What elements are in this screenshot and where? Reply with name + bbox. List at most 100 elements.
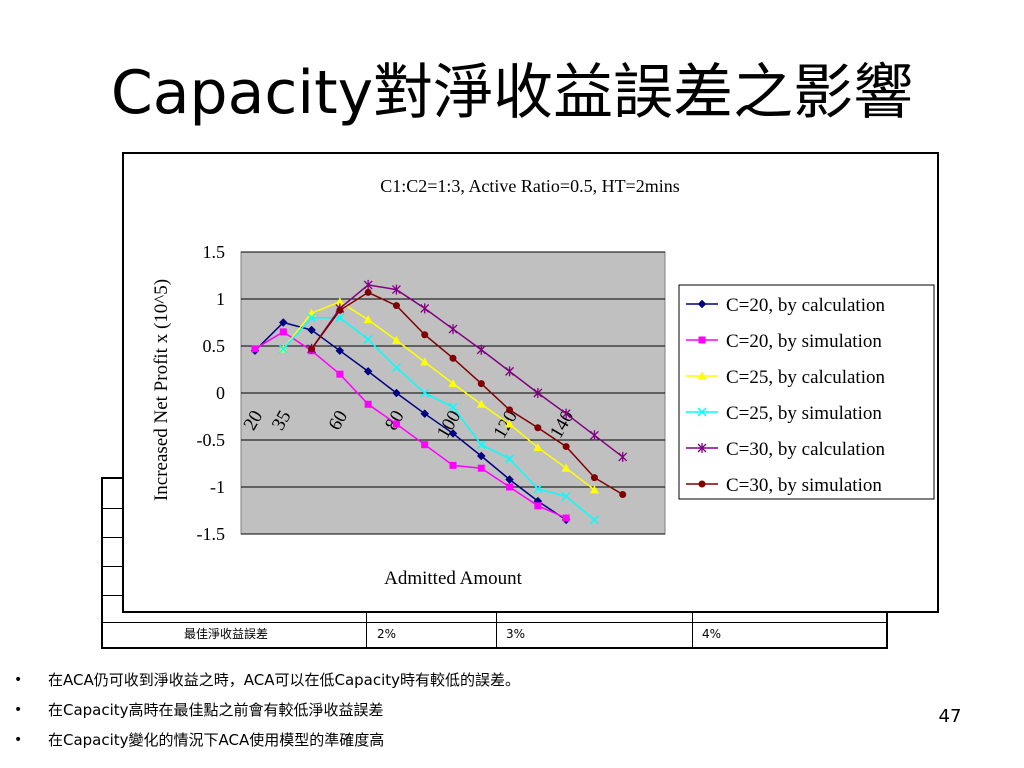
data-point [336,306,344,314]
data-point [420,357,430,366]
bullet-symbol: • [14,672,23,688]
data-point [420,388,430,398]
data-point [278,318,288,327]
legend-label: C=25, by calculation [726,367,885,388]
data-point [533,484,543,494]
data-point [477,380,485,388]
y-tick-label: 1 [216,289,225,309]
legend-label: C=30, by calculation [726,439,885,460]
data-point [363,334,373,344]
data-point [421,331,429,339]
legend-item: C=30, by simulation [686,475,882,496]
data-point [533,443,543,452]
data-point [534,424,542,432]
data-point [364,288,372,296]
data-point [449,461,457,469]
data-point [448,429,458,438]
data-point [476,451,486,461]
data-point [561,463,571,472]
data-point [561,408,571,419]
legend-label: C=20, by simulation [726,331,882,352]
data-point [589,485,599,494]
bullet-text: 在Capacity變化的情況下ACA使用模型的準確度高 [48,731,385,749]
data-point [590,474,598,482]
series-line [310,291,624,496]
data-point [476,399,486,408]
series-line [254,321,567,521]
data-point [335,346,345,356]
legend-label: C=25, by simulation [726,403,882,424]
data-point [477,464,485,472]
y-tick-label: -1.5 [197,524,226,544]
data-point [363,315,373,324]
data-point [392,420,400,428]
data-point [697,371,707,380]
y-tick-label: 0 [216,383,225,403]
data-point [251,345,259,353]
data-point [534,502,542,510]
y-tick-label: -0.5 [197,430,226,450]
table-row-divider [103,622,886,623]
data-point [308,345,316,353]
bullet-symbol: • [14,732,23,748]
data-point [505,366,515,377]
data-point [698,480,706,488]
legend-item: C=30, by calculation [686,439,885,460]
data-point [476,344,486,355]
table-cell: 3% [506,627,526,641]
y-tick-label: 0.5 [203,336,226,356]
x-axis-label: Admitted Amount [384,568,522,589]
series-line [310,284,624,458]
legend-item: C=20, by simulation [686,331,882,352]
data-point [420,303,430,314]
data-point [421,441,429,449]
y-tick-label: -1 [210,477,225,497]
data-point [533,388,543,398]
series-line [254,331,567,519]
bullet-text: 在Capacity高時在最佳點之前會有較低淨收益誤差 [48,701,384,719]
legend-label: C=20, by calculation [726,295,885,316]
data-point [449,354,457,362]
data-point [279,328,287,336]
data-point [589,430,599,441]
data-point [391,363,401,373]
data-point [562,443,570,451]
legend-item: C=25, by simulation [686,403,882,424]
data-point [391,335,401,344]
data-point [336,370,344,378]
chart-area: C1:C2=1:3, Active Ratio=0.5, HT=2mins 1.… [122,152,939,613]
data-point [392,388,401,398]
data-point [506,483,514,491]
data-point [307,313,317,323]
series [308,288,627,499]
series [307,279,628,462]
data-point [562,514,570,522]
data-point [697,299,707,309]
table-cell: 2% [377,627,397,641]
slide-title: Capacity對淨收益誤差之影響 [110,58,914,128]
data-point [391,284,401,295]
legend-item: C=20, by calculation [686,295,885,316]
y-axis-label: Increased Net Profit x (10^5) [151,279,172,501]
data-point [619,491,627,499]
data-point [335,297,345,306]
data-point [506,406,514,414]
table-cell: 4% [702,627,722,641]
line-chart: C1:C2=1:3, Active Ratio=0.5, HT=2mins 1.… [151,176,935,589]
data-point [697,443,707,453]
data-point [364,400,372,408]
page-number: 47 [938,706,962,727]
bullet-symbol: • [14,702,23,718]
series [251,328,570,522]
data-point [363,367,373,376]
data-point [278,344,288,354]
data-point [697,407,707,417]
legend-label: C=30, by simulation [726,475,882,496]
data-point [698,336,706,344]
data-point [505,454,515,464]
data-point [363,279,373,290]
table-row-label: 最佳淨收益誤差 [184,627,269,641]
data-point [392,302,400,310]
chart-title: C1:C2=1:3, Active Ratio=0.5, HT=2mins [380,176,679,196]
data-point [505,419,515,428]
